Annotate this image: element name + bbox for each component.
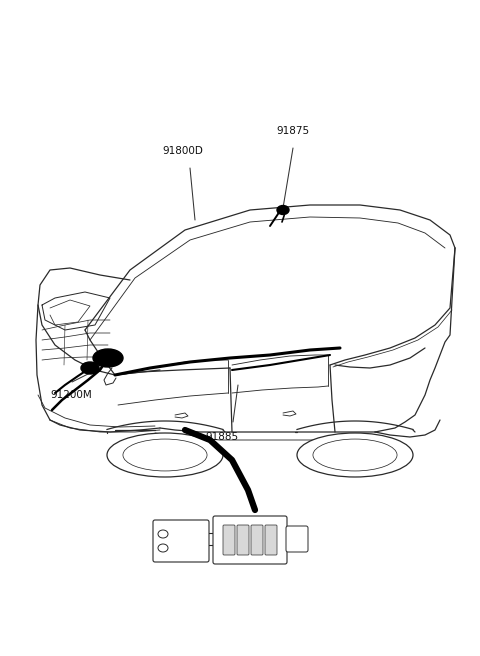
Text: 91875: 91875 <box>276 126 310 136</box>
Ellipse shape <box>158 544 168 552</box>
Ellipse shape <box>313 439 397 471</box>
FancyBboxPatch shape <box>237 525 249 555</box>
FancyBboxPatch shape <box>213 516 287 564</box>
FancyBboxPatch shape <box>223 525 235 555</box>
Text: 91800D: 91800D <box>163 146 204 156</box>
Ellipse shape <box>123 439 207 471</box>
Ellipse shape <box>297 433 413 477</box>
Text: 91885: 91885 <box>205 432 239 442</box>
Ellipse shape <box>81 362 99 374</box>
Ellipse shape <box>93 349 123 367</box>
FancyBboxPatch shape <box>153 520 209 562</box>
Text: 91200M: 91200M <box>50 390 92 400</box>
Ellipse shape <box>277 205 289 215</box>
FancyBboxPatch shape <box>251 525 263 555</box>
FancyBboxPatch shape <box>286 526 308 552</box>
Ellipse shape <box>107 433 223 477</box>
Ellipse shape <box>158 530 168 538</box>
FancyBboxPatch shape <box>265 525 277 555</box>
